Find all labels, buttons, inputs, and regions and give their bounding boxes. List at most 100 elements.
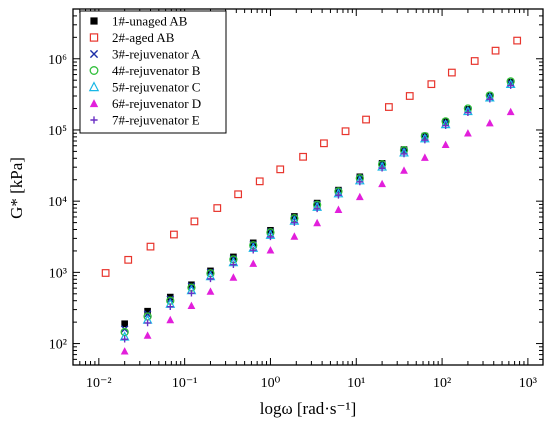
legend-label: 2#-aged AB: [112, 30, 175, 45]
data-point: [101, 269, 110, 277]
data-point: [356, 178, 364, 186]
data-point: [230, 261, 237, 269]
data-point: [255, 177, 264, 186]
data-point: [267, 233, 274, 241]
data-point: [313, 218, 322, 227]
data-point: [320, 139, 328, 148]
data-point: [143, 331, 152, 339]
data-point: [313, 205, 321, 213]
legend: 1#-unaged AB2#-aged AB 3#-rejuvenator A4#…: [79, 10, 227, 134]
x-tick-label: 10²: [433, 376, 451, 391]
data-point: [355, 192, 364, 201]
y-tick-label: 10⁶: [48, 53, 67, 68]
data-point: [384, 103, 393, 111]
data-point: [464, 129, 472, 137]
data-point: [507, 78, 514, 86]
data-point: [447, 68, 456, 77]
legend-box: [79, 10, 227, 134]
data-point: [229, 273, 238, 281]
x-tick-labels: 10⁻² 10⁻¹ 10⁰ 10¹ 10² 10³: [86, 376, 537, 391]
data-point: [120, 327, 129, 337]
data-point: [442, 118, 449, 126]
legend-label: 7#-rejuvenator E: [112, 113, 200, 128]
y-tick-labels: 10² 10³ 10⁴ 10⁵ 10⁶: [48, 53, 67, 353]
data-point: [213, 204, 222, 212]
data-point: [506, 107, 515, 116]
data-point: [400, 150, 408, 158]
data-point: [121, 335, 128, 343]
data-point: [266, 246, 275, 254]
plot-frame: [72, 8, 544, 366]
data-point: [188, 289, 195, 297]
data-point: [207, 275, 214, 283]
data-point: [491, 46, 500, 55]
legend-marker: [90, 116, 98, 124]
series-6: [120, 107, 515, 355]
legend-marker: [88, 81, 100, 92]
data-point: [190, 217, 199, 226]
x-axis-label: logω [rad·s⁻¹]: [260, 399, 357, 418]
data-point: [442, 122, 449, 129]
data-point: [470, 57, 479, 65]
data-point: [249, 246, 257, 254]
legend-label: 1#-unaged AB: [112, 14, 188, 29]
data-point: [166, 315, 175, 324]
x-tick-label: 10⁻¹: [172, 376, 198, 391]
data-point: [121, 320, 128, 328]
x-tick-label: 10⁻²: [86, 376, 112, 391]
data-point: [405, 92, 414, 100]
y-tick-label: 10⁵: [48, 124, 67, 139]
data-point: [362, 115, 370, 124]
data-point: [485, 118, 494, 127]
data-point: [486, 95, 494, 103]
legend-label: 5#-rejuvenator C: [112, 80, 200, 95]
data-point: [170, 230, 178, 239]
series-layer: [101, 36, 522, 355]
data-point: [206, 287, 215, 295]
data-point: [143, 310, 152, 318]
data-point: [290, 232, 299, 240]
data-point: [507, 82, 514, 89]
data-point: [144, 319, 151, 327]
data-point: [341, 127, 350, 136]
legend-label: 4#-rejuvenator B: [112, 63, 201, 78]
y-tick-label: 10³: [49, 266, 67, 281]
data-point: [400, 166, 408, 174]
legend-label: 3#-rejuvenator A: [112, 47, 201, 62]
data-point: [187, 301, 196, 310]
data-point: [441, 140, 450, 149]
data-point: [249, 259, 258, 267]
data-point: [334, 205, 343, 213]
data-point: [427, 80, 436, 89]
data-point: [335, 191, 342, 199]
data-point: [378, 179, 386, 188]
y-axis-label: G* [kPa]: [7, 157, 26, 219]
legend-label: 6#-rejuvenator D: [112, 96, 201, 111]
series-7: [121, 82, 514, 343]
y-tick-label: 10²: [49, 338, 67, 353]
data-point: [291, 219, 298, 226]
legend-marker: [89, 66, 99, 75]
series-2: [101, 36, 522, 277]
x-tick-label: 10¹: [347, 376, 365, 391]
data-point: [276, 165, 285, 174]
x-tick-label: 10⁰: [261, 376, 281, 391]
data-point: [230, 253, 237, 261]
data-point: [124, 255, 133, 264]
legend-marker: [89, 49, 99, 59]
legend-marker: [89, 99, 99, 108]
legend-marker: [89, 33, 99, 42]
data-point: [207, 267, 214, 275]
data-point: [513, 36, 522, 45]
data-point: [144, 307, 151, 315]
data-point: [421, 136, 429, 144]
data-point: [378, 164, 386, 172]
data-point: [421, 132, 429, 140]
y-tick-label: 10⁴: [48, 195, 67, 210]
data-point: [146, 242, 155, 251]
legend-marker: [90, 17, 98, 25]
data-point: [166, 303, 174, 310]
data-point: [299, 152, 307, 161]
data-point: [234, 190, 243, 199]
